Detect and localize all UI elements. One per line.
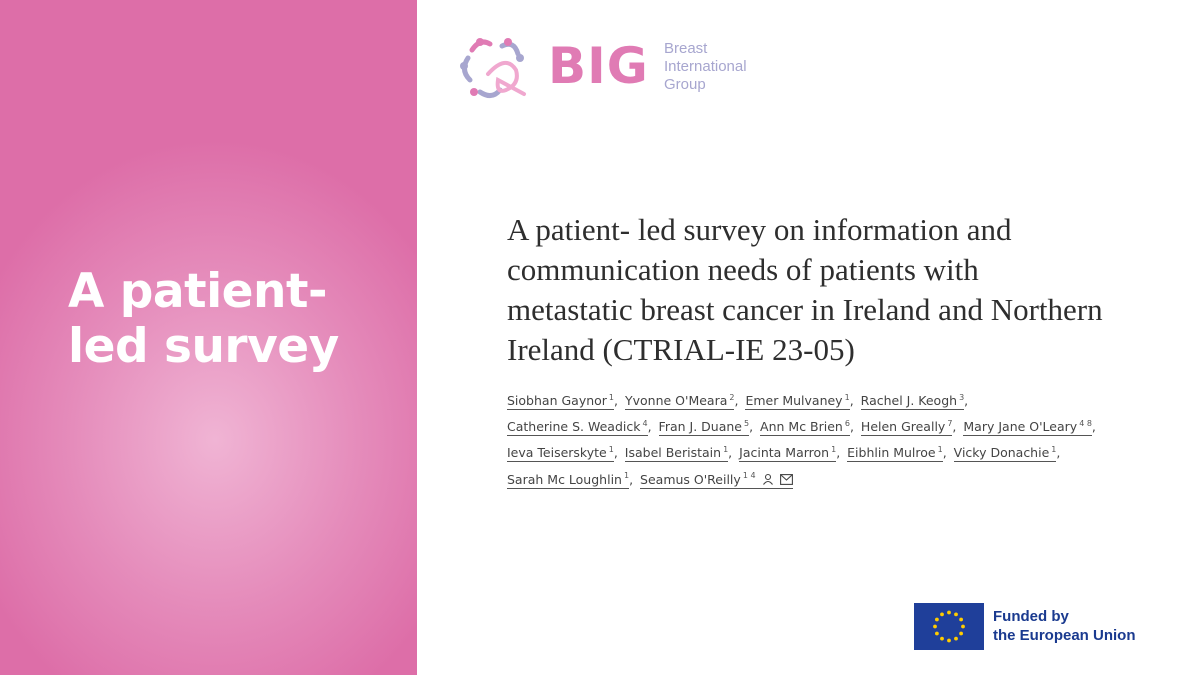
author-link[interactable]: Emer Mulvaney 1	[745, 393, 850, 411]
author-affiliation: 2	[729, 393, 735, 402]
author-link-corresponding[interactable]: Seamus O'Reilly 1 4	[640, 471, 793, 489]
logo-line-3: Group	[664, 76, 706, 93]
author-affiliation: 1	[844, 393, 850, 402]
author-affiliation: 1	[937, 445, 943, 455]
eu-flag-icon	[914, 603, 984, 650]
envelope-icon	[779, 473, 793, 485]
big-logo-icon	[460, 38, 526, 98]
author-name: Emer Mulvaney	[745, 393, 843, 409]
author-name: Isabel Beristain	[624, 445, 722, 461]
author-link[interactable]: Isabel Beristain 1	[624, 445, 729, 463]
logo-line-2: International	[664, 58, 747, 75]
author-affiliation: 3	[959, 393, 965, 402]
author-affiliation: 7	[947, 419, 953, 429]
author-link[interactable]: Helen Greally 7	[860, 419, 953, 437]
pink-side-panel: A patient-led survey	[0, 0, 417, 675]
author-affiliation: 1 4	[742, 471, 756, 481]
author-affiliation: 4	[642, 419, 648, 429]
author-name: Jacinta Marron	[739, 445, 830, 461]
author-link[interactable]: Mary Jane O'Leary 4 8	[963, 419, 1092, 437]
author-affiliation: 1	[1051, 445, 1057, 455]
eu-funding-badge: Funded by the European Union	[914, 603, 1154, 651]
author-name: Yvonne O'Meara	[624, 393, 728, 409]
author-link[interactable]: Sarah Mc Loughlin 1	[507, 471, 630, 489]
author-link[interactable]: Vicky Donachie 1	[953, 445, 1057, 463]
author-name: Vicky Donachie	[953, 445, 1050, 461]
author-affiliation: 4 8	[1079, 419, 1092, 429]
author-affiliation: 1	[608, 445, 614, 455]
big-logo: BIG Breast International Group	[458, 34, 768, 102]
author-name: Helen Greally	[860, 419, 946, 435]
author-name: Eibhlin Mulroe	[847, 445, 936, 461]
author-affiliation: 5	[743, 419, 750, 429]
author-name: Seamus O'Reilly	[640, 471, 741, 487]
author-list: Siobhan Gaynor 1, Yvonne O'Meara 2, Emer M…	[507, 393, 1096, 489]
author-link[interactable]: Siobhan Gaynor 1	[507, 393, 615, 411]
author-name: Catherine S. Weadick	[507, 419, 641, 435]
eu-funding-line-2: the European Union	[993, 627, 1136, 644]
paper-title: A patient- led survey on information and…	[507, 212, 1103, 367]
author-name: Ann Mc Brien	[760, 419, 843, 435]
author-affiliation: 1	[623, 471, 630, 481]
author-affiliation: 1	[608, 393, 615, 402]
author-link[interactable]: Fran J. Duane 5	[658, 419, 750, 437]
author-link[interactable]: Yvonne O'Meara 2	[624, 393, 735, 411]
eu-funding-text: Funded by the European Union	[993, 607, 1136, 645]
author-name: Rachel J. Keogh	[860, 393, 958, 409]
author-link[interactable]: Ieva Teiserskyte 1	[507, 445, 614, 463]
headline: A patient-led survey	[68, 264, 339, 374]
author-affiliation: 1	[723, 445, 729, 455]
author-affiliation: 1	[831, 445, 837, 455]
logo-acronym: BIG	[548, 37, 649, 95]
person-icon	[762, 473, 773, 485]
author-link[interactable]: Ann Mc Brien 6	[760, 419, 850, 437]
author-name: Siobhan Gaynor	[507, 393, 607, 409]
author-link[interactable]: Rachel J. Keogh 3	[860, 393, 965, 411]
author-name: Ieva Teiserskyte	[507, 445, 607, 461]
author-name: Mary Jane O'Leary	[963, 419, 1078, 435]
logo-full-name: Breast International Group	[664, 40, 747, 94]
author-name: Fran J. Duane	[658, 419, 742, 435]
author-name: Sarah Mc Loughlin	[507, 471, 622, 487]
eu-funding-line-1: Funded by	[993, 608, 1069, 625]
logo-line-1: Breast	[664, 40, 708, 57]
author-link[interactable]: Catherine S. Weadick 4	[507, 419, 648, 437]
author-link[interactable]: Jacinta Marron 1	[739, 445, 837, 463]
author-affiliation: 6	[844, 419, 850, 429]
author-link[interactable]: Eibhlin Mulroe 1	[847, 445, 943, 463]
